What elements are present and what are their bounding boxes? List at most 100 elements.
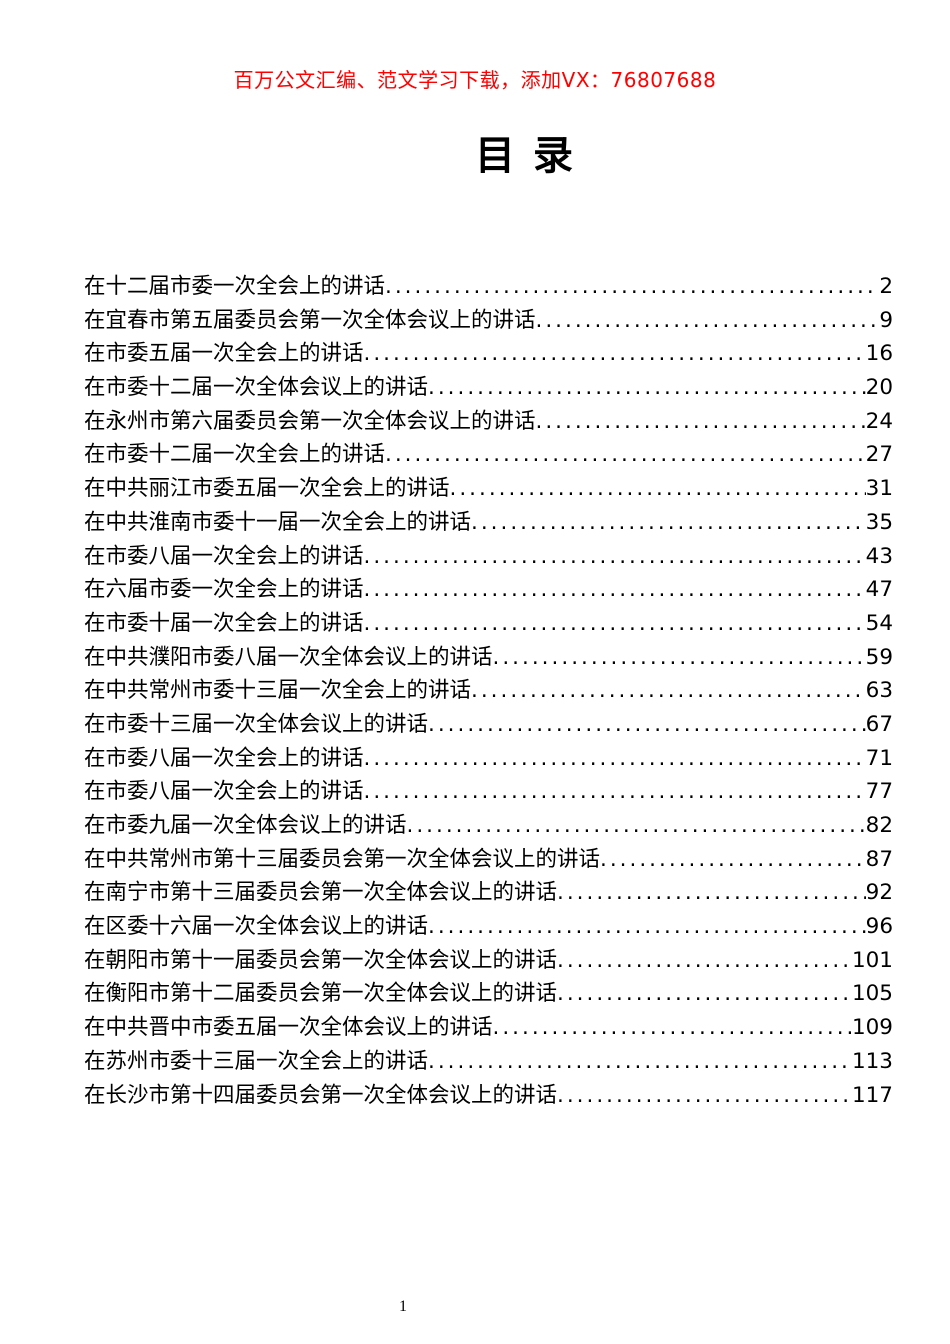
toc-entry-title: 在中共丽江市委五届一次全会上的讲话 <box>84 476 450 502</box>
toc-entry[interactable]: 在六届市委一次全会上的讲话 47 <box>84 573 893 607</box>
toc-entry[interactable]: 在永州市第六届委员会第一次全体会议上的讲话 24 <box>84 405 893 439</box>
toc-entry-page: 82 <box>865 813 893 838</box>
toc-entry[interactable]: 在市委八届一次全会上的讲话 43 <box>84 540 893 574</box>
toc-entry[interactable]: 在长沙市第十四届委员会第一次全体会议上的讲话 117 <box>84 1079 893 1113</box>
dot-leader <box>557 944 852 978</box>
toc-entry-title: 在中共濮阳市委八届一次全体会议上的讲话 <box>84 644 493 670</box>
dot-leader <box>471 506 866 540</box>
dot-leader <box>364 337 866 371</box>
toc-entry[interactable]: 在市委九届一次全体会议上的讲话 82 <box>84 809 893 843</box>
toc-entry[interactable]: 在市委十二届一次全会上的讲话 27 <box>84 438 893 472</box>
dot-leader <box>493 641 866 675</box>
dot-leader <box>385 270 879 304</box>
toc-entry[interactable]: 在十二届市委一次全会上的讲话 2 <box>84 270 893 304</box>
dot-leader <box>385 438 866 472</box>
toc-entry-title: 在十二届市委一次全会上的讲话 <box>84 274 386 299</box>
toc-entry-title: 在宜春市第五届委员会第一次全体会议上的讲话 <box>84 307 536 333</box>
toc-entry-title: 在区委十六届一次全体会议上的讲话 <box>84 914 429 940</box>
dot-leader <box>428 708 866 742</box>
toc-entry-page: 9 <box>879 307 893 333</box>
table-of-contents: 在十二届市委一次全会上的讲话 2 在宜春市第五届委员会第一次全体会议上的讲话 9 在市委… <box>84 270 893 1112</box>
dot-leader <box>557 977 852 1011</box>
dot-leader <box>471 674 866 708</box>
toc-entry-page: 47 <box>865 577 893 603</box>
toc-entry-title: 在市委八届一次全会上的讲话 <box>84 779 364 805</box>
dot-leader <box>428 1045 852 1079</box>
toc-entry-title: 在市委十二届一次全会上的讲话 <box>84 442 386 468</box>
toc-entry-page: 67 <box>865 711 893 737</box>
toc-entry-title: 在衡阳市第十二届委员会第一次全体会议上的讲话 <box>84 981 558 1007</box>
toc-entry[interactable]: 在中共丽江市委五届一次全会上的讲话 31 <box>84 472 893 506</box>
toc-entry-title: 在市委八届一次全会上的讲话 <box>84 745 364 771</box>
toc-entry-page: 20 <box>865 375 893 401</box>
toc-entry[interactable]: 在市委十届一次全会上的讲话 54 <box>84 607 893 641</box>
toc-entry-title: 在市委十三届一次全体会议上的讲话 <box>84 711 429 737</box>
dot-leader <box>364 607 866 641</box>
toc-entry-page: 101 <box>851 947 893 973</box>
dot-leader <box>364 573 866 607</box>
toc-entry[interactable]: 在南宁市第十三届委员会第一次全体会议上的讲话 92 <box>84 876 893 910</box>
promo-banner-text: 百万公文汇编、范文学习下载，添加VX：76807688 <box>233 68 717 92</box>
toc-entry[interactable]: 在衡阳市第十二届委员会第一次全体会议上的讲话 105 <box>84 977 893 1011</box>
toc-entry-title: 在长沙市第十四届委员会第一次全体会议上的讲话 <box>84 1082 558 1108</box>
toc-entry[interactable]: 在中共常州市委十三届一次全会上的讲话 63 <box>84 674 893 708</box>
dot-leader <box>428 910 866 944</box>
toc-entry[interactable]: 在中共晋中市委五届一次全体会议上的讲话 109 <box>84 1011 893 1045</box>
toc-entry-page: 43 <box>865 543 893 569</box>
toc-entry-page: 77 <box>865 779 893 805</box>
toc-entry-page: 16 <box>865 341 893 367</box>
dot-leader <box>600 843 866 877</box>
toc-entry-title: 在市委十二届一次全体会议上的讲话 <box>84 375 429 401</box>
toc-entry-title: 在永州市第六届委员会第一次全体会议上的讲话 <box>84 408 536 434</box>
dot-leader <box>536 304 880 338</box>
toc-entry-title: 在中共淮南市委十一届一次全会上的讲话 <box>84 509 472 535</box>
toc-entry-title: 在苏州市委十三届一次全会上的讲话 <box>84 1048 429 1074</box>
page-title: 目 录 <box>475 133 575 179</box>
toc-entry[interactable]: 在中共常州市第十三届委员会第一次全体会议上的讲话 87 <box>84 843 893 877</box>
toc-entry-title: 在市委九届一次全体会议上的讲话 <box>84 813 407 838</box>
toc-entry-page: 105 <box>851 981 893 1007</box>
toc-entry-title: 在南宁市第十三届委员会第一次全体会议上的讲话 <box>84 880 558 906</box>
toc-entry-page: 109 <box>851 1015 893 1041</box>
dot-leader <box>536 405 866 439</box>
toc-entry-page: 54 <box>865 610 893 636</box>
toc-entry[interactable]: 在市委五届一次全会上的讲话 16 <box>84 337 893 371</box>
toc-entry-title: 在中共常州市委十三届一次全会上的讲话 <box>84 678 472 704</box>
dot-leader <box>428 371 866 405</box>
toc-entry[interactable]: 在苏州市委十三届一次全会上的讲话 113 <box>84 1045 893 1079</box>
footer-page-number: 1 <box>399 1298 407 1315</box>
toc-entry[interactable]: 在中共濮阳市委八届一次全体会议上的讲话 59 <box>84 641 893 675</box>
toc-entry-page: 71 <box>865 745 893 771</box>
toc-entry[interactable]: 在市委八届一次全会上的讲话 77 <box>84 775 893 809</box>
toc-entry-page: 59 <box>865 644 893 670</box>
toc-entry-title: 在市委十届一次全会上的讲话 <box>84 610 364 636</box>
dot-leader <box>407 809 866 843</box>
toc-entry-page: 87 <box>865 846 893 872</box>
toc-entry-page: 31 <box>865 476 893 502</box>
dot-leader <box>450 472 866 506</box>
toc-entry-page: 96 <box>865 914 893 940</box>
toc-entry[interactable]: 在市委十二届一次全体会议上的讲话 20 <box>84 371 893 405</box>
toc-entry-title: 在六届市委一次全会上的讲话 <box>84 577 364 603</box>
toc-entry-page: 113 <box>851 1048 893 1074</box>
dot-leader <box>493 1011 852 1045</box>
toc-entry[interactable]: 在朝阳市第十一届委员会第一次全体会议上的讲话 101 <box>84 944 893 978</box>
toc-entry-page: 27 <box>865 442 893 468</box>
toc-entry[interactable]: 在区委十六届一次全体会议上的讲话 96 <box>84 910 893 944</box>
toc-entry-page: 2 <box>879 274 893 299</box>
toc-entry-page: 24 <box>865 408 893 434</box>
dot-leader <box>364 540 866 574</box>
dot-leader <box>364 775 866 809</box>
dot-leader <box>557 1079 852 1113</box>
dot-leader <box>364 742 866 776</box>
toc-entry-page: 117 <box>851 1082 893 1108</box>
toc-entry-page: 63 <box>865 678 893 704</box>
toc-entry[interactable]: 在中共淮南市委十一届一次全会上的讲话 35 <box>84 506 893 540</box>
toc-entry[interactable]: 在市委八届一次全会上的讲话 71 <box>84 742 893 776</box>
toc-entry-page: 35 <box>865 509 893 535</box>
toc-entry[interactable]: 在市委十三届一次全体会议上的讲话 67 <box>84 708 893 742</box>
toc-entry[interactable]: 在宜春市第五届委员会第一次全体会议上的讲话 9 <box>84 304 893 338</box>
toc-entry-title: 在朝阳市第十一届委员会第一次全体会议上的讲话 <box>84 947 558 973</box>
toc-entry-title: 在市委八届一次全会上的讲话 <box>84 543 364 569</box>
toc-entry-title: 在市委五届一次全会上的讲话 <box>84 341 364 367</box>
